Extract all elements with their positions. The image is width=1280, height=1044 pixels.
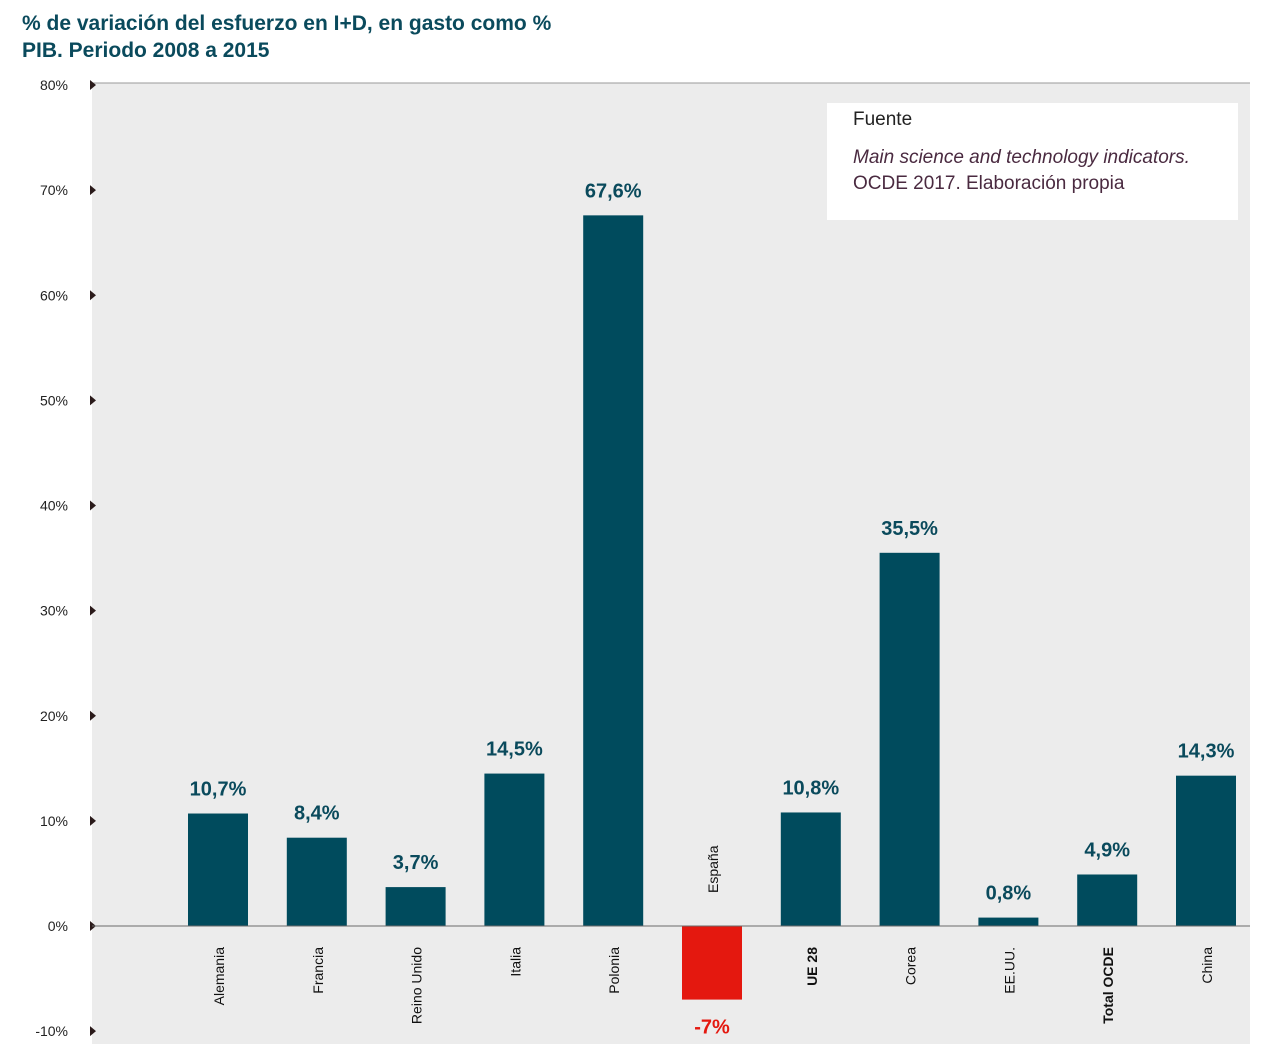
y-tick-marker [90,500,96,511]
y-tick-label: 20% [40,708,68,724]
y-tick-label: 30% [40,603,68,619]
bar [1176,775,1236,926]
source-line-2: OCDE 2017. Elaboración propia [853,173,1125,194]
y-tick-marker [90,395,96,406]
plot-area [92,83,1250,1044]
data-label: 8,4% [294,803,340,825]
data-label: 35,5% [881,518,938,540]
y-tick-label: 10% [40,813,68,829]
x-category-label: China [1199,947,1215,984]
bar [682,926,742,1000]
x-category-label: Corea [903,947,919,985]
x-category-label: Reino Unido [409,947,425,1024]
y-tick-marker [90,185,96,196]
data-label: 14,3% [1178,741,1235,763]
source-note: Fuente Main science and technology indic… [827,103,1238,220]
x-category-label: Francia [310,947,326,994]
x-category-label: UE 28 [804,947,820,986]
x-category-label: España [705,845,721,893]
chart-title-line-1: % de variación del esfuerzo en I+D, en g… [22,12,552,35]
x-category-label: EE.UU. [1001,947,1017,994]
bar [1077,874,1138,926]
data-label: 0,8% [986,883,1032,905]
data-label: 14,5% [486,739,543,761]
y-tick-marker [90,815,96,826]
chart-title: % de variación del esfuerzo en I+D, en g… [22,10,662,64]
bar [583,215,644,927]
bar [780,812,841,926]
y-tick-label: 0% [48,918,68,934]
y-tick-marker [90,80,96,90]
bar [188,813,248,926]
bar [484,773,545,926]
bar [385,887,446,926]
data-label: 67,6% [585,180,642,202]
data-label: 10,7% [190,779,247,801]
y-tick-marker [90,605,96,616]
y-tick-marker [90,1026,96,1037]
data-label: 10,8% [782,777,839,799]
source-line-1: Main science and technology indicators. [853,147,1190,168]
y-tick-marker [90,710,96,721]
y-tick-marker [90,290,96,301]
y-tick-label: 70% [40,182,68,198]
data-label: 4,9% [1084,839,1130,861]
y-tick-label: 80% [40,77,68,93]
x-category-label: Polonia [606,947,622,994]
bar [286,837,347,926]
source-heading: Fuente [853,109,913,130]
y-tick-label: -10% [35,1023,68,1039]
x-category-label: Alemania [211,947,227,1006]
bar [879,552,940,926]
chart-title-line-2: PIB. Periodo 2008 a 2015 [22,39,270,62]
y-tick-label: 50% [40,392,68,408]
x-category-label: Total OCDE [1100,947,1116,1024]
x-category-label: Italia [507,947,523,977]
data-label: 3,7% [393,852,439,874]
y-tick-label: 40% [40,498,68,514]
y-tick-label: 60% [40,287,68,303]
bar [978,917,1039,926]
data-label: -7% [694,1017,730,1039]
